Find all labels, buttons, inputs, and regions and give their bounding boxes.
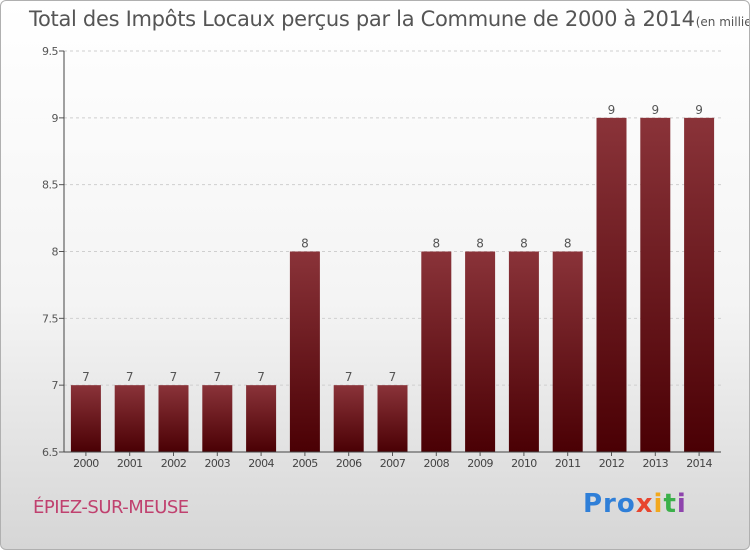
x-tick-label: 2010 bbox=[511, 457, 537, 470]
chart-subtitle: (en milliers d'€) bbox=[695, 15, 749, 29]
data-label: 8 bbox=[476, 237, 484, 251]
x-tick-label: 2013 bbox=[642, 457, 668, 470]
data-label: 9 bbox=[608, 103, 616, 117]
y-tick-label: 6.5 bbox=[42, 446, 58, 459]
bar bbox=[202, 385, 233, 452]
bar bbox=[684, 117, 715, 452]
x-tick-label: 2012 bbox=[599, 457, 625, 470]
logo-part: i bbox=[676, 489, 687, 519]
chart-title-text: Total des Impôts Locaux perçus par la Co… bbox=[29, 7, 695, 31]
data-label: 7 bbox=[345, 370, 353, 384]
x-tick-label: 2002 bbox=[161, 457, 187, 470]
bar bbox=[158, 385, 189, 452]
data-label: 7 bbox=[389, 370, 397, 384]
data-label: 9 bbox=[651, 103, 659, 117]
axes bbox=[59, 50, 721, 456]
y-tick-label: 7 bbox=[52, 379, 59, 392]
bar bbox=[640, 117, 671, 452]
bar bbox=[465, 251, 496, 452]
x-tick-label: 2001 bbox=[117, 457, 143, 470]
x-tick-label: 2011 bbox=[555, 457, 581, 470]
bar bbox=[246, 385, 277, 452]
data-label: 8 bbox=[564, 237, 572, 251]
bar bbox=[70, 385, 101, 452]
y-tick-label: 9.5 bbox=[42, 45, 58, 58]
y-tick-label: 7.5 bbox=[42, 312, 58, 325]
x-tick-label: 2003 bbox=[204, 457, 230, 470]
bar bbox=[552, 251, 583, 452]
data-label: 7 bbox=[170, 370, 178, 384]
x-tick-label: 2009 bbox=[467, 457, 493, 470]
data-label: 8 bbox=[432, 237, 440, 251]
y-tick-label: 8 bbox=[52, 246, 59, 259]
data-label: 7 bbox=[213, 370, 221, 384]
y-tick-label: 9 bbox=[52, 112, 59, 125]
proxiti-logo[interactable]: Proxiti bbox=[583, 489, 687, 519]
logo-part: Pro bbox=[583, 489, 636, 519]
chart-title: Total des Impôts Locaux perçus par la Co… bbox=[29, 7, 749, 31]
bar bbox=[421, 251, 452, 452]
x-tick-label: 2000 bbox=[73, 457, 99, 470]
data-label: 8 bbox=[301, 237, 309, 251]
logo-part: x bbox=[635, 489, 654, 519]
data-label: 9 bbox=[695, 103, 703, 117]
data-label: 7 bbox=[257, 370, 265, 384]
data-label: 8 bbox=[520, 237, 528, 251]
y-tick-label: 8.5 bbox=[42, 179, 58, 192]
x-tick-label: 2014 bbox=[686, 457, 712, 470]
x-tick-label: 2006 bbox=[336, 457, 362, 470]
bar bbox=[508, 251, 539, 452]
x-tick-label: 2007 bbox=[380, 457, 406, 470]
x-tick-label: 2004 bbox=[248, 457, 274, 470]
data-label: 7 bbox=[82, 370, 90, 384]
city-name: ÉPIEZ-SUR-MEUSE bbox=[33, 497, 189, 518]
logo-part: i bbox=[653, 489, 664, 519]
bars bbox=[70, 117, 715, 452]
x-tick-label: 2008 bbox=[423, 457, 449, 470]
bar bbox=[596, 117, 627, 452]
x-tick-label: 2005 bbox=[292, 457, 318, 470]
bar bbox=[377, 385, 408, 452]
bar bbox=[289, 251, 320, 452]
logo-part: t bbox=[663, 489, 677, 519]
bar bbox=[114, 385, 145, 452]
tick-labels: 6.5 7 7.5 8 8.5 9 9.5 7 2000 7 2001 7 2002 7 2003 7 2004… bbox=[42, 45, 713, 470]
bar bbox=[333, 385, 364, 452]
data-label: 7 bbox=[126, 370, 134, 384]
